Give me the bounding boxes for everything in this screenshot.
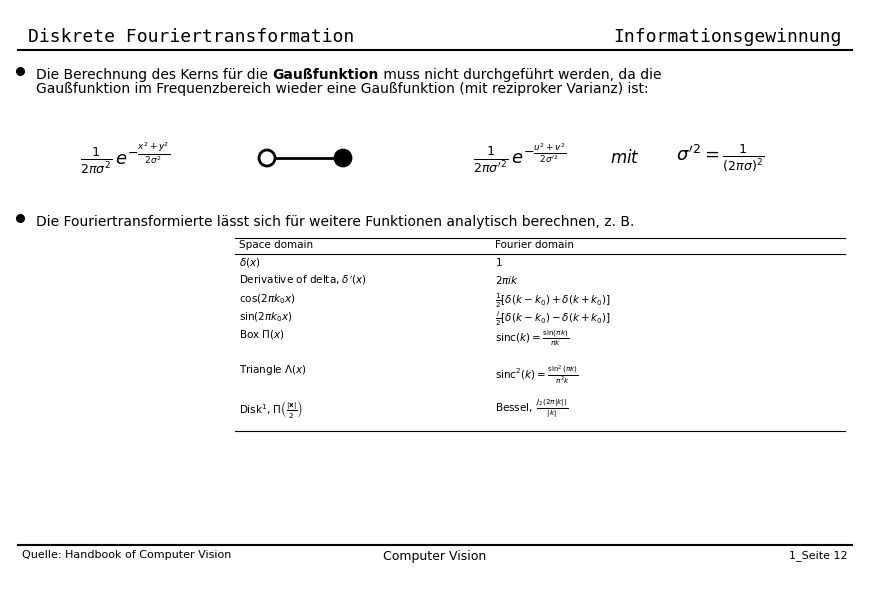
Text: $\frac{1}{2}[\delta(k-k_0) + \delta(k+k_0)]$: $\frac{1}{2}[\delta(k-k_0) + \delta(k+k_… xyxy=(494,292,611,310)
Text: $\mathrm{sinc}^2(k) = \frac{\sin^2(\pi k)}{\pi^2 k}$: $\mathrm{sinc}^2(k) = \frac{\sin^2(\pi k… xyxy=(494,363,578,386)
Text: 1_Seite 12: 1_Seite 12 xyxy=(788,550,847,561)
Text: $\cos(2\pi k_0 x)$: $\cos(2\pi k_0 x)$ xyxy=(239,292,295,305)
Text: $\frac{1}{2\pi\sigma'^2}\, e^{-\frac{u^2+v^2}{2\sigma'^2}}$: $\frac{1}{2\pi\sigma'^2}\, e^{-\frac{u^2… xyxy=(473,141,566,175)
Text: Quelle: Handbook of Computer Vision: Quelle: Handbook of Computer Vision xyxy=(22,550,231,560)
Text: Die Fouriertransformierte lässt sich für weitere Funktionen analytisch berechnen: Die Fouriertransformierte lässt sich für… xyxy=(36,215,634,229)
Text: $\sin(2\pi k_0 x)$: $\sin(2\pi k_0 x)$ xyxy=(239,310,293,323)
Text: $\frac{1}{2\pi\sigma^2}\, e^{-\frac{x^2+y^2}{2\sigma^2}}$: $\frac{1}{2\pi\sigma^2}\, e^{-\frac{x^2+… xyxy=(80,140,169,176)
Text: Die Berechnung des Kerns für die: Die Berechnung des Kerns für die xyxy=(36,68,272,82)
Text: Informationsgewinnung: Informationsgewinnung xyxy=(613,28,841,46)
Text: Space domain: Space domain xyxy=(239,240,313,250)
Text: muss nicht durchgeführt werden, da die: muss nicht durchgeführt werden, da die xyxy=(378,68,660,82)
Text: Box $\Pi(x)$: Box $\Pi(x)$ xyxy=(239,328,285,341)
Text: $\frac{i}{2}[\delta(k-k_0) - \delta(k+k_0)]$: $\frac{i}{2}[\delta(k-k_0) - \delta(k+k_… xyxy=(494,310,611,328)
Text: $2\pi ik$: $2\pi ik$ xyxy=(494,274,519,286)
Text: $\sigma'^2 = \frac{1}{(2\pi\sigma)^2}$: $\sigma'^2 = \frac{1}{(2\pi\sigma)^2}$ xyxy=(675,143,763,173)
Text: Derivative of delta, $\delta'(x)$: Derivative of delta, $\delta'(x)$ xyxy=(239,274,366,287)
Text: $\mathrm{sinc}(k) = \frac{\sin(\pi k)}{\pi k}$: $\mathrm{sinc}(k) = \frac{\sin(\pi k)}{\… xyxy=(494,328,568,348)
Text: Gaußfunktion: Gaußfunktion xyxy=(272,68,378,82)
Text: $\delta(x)$: $\delta(x)$ xyxy=(239,256,261,269)
Text: $\mathrm{Bessel},\; \frac{J_2(2\pi|k|)}{|k|}$: $\mathrm{Bessel},\; \frac{J_2(2\pi|k|)}{… xyxy=(494,398,567,421)
Text: Computer Vision: Computer Vision xyxy=(383,550,486,563)
Text: Fourier domain: Fourier domain xyxy=(494,240,574,250)
Text: Triangle $\Lambda(x)$: Triangle $\Lambda(x)$ xyxy=(239,363,307,377)
Text: $1$: $1$ xyxy=(494,256,502,268)
Text: Gaußfunktion im Frequenzbereich wieder eine Gaußfunktion (mit reziproker Varianz: Gaußfunktion im Frequenzbereich wieder e… xyxy=(36,82,648,96)
Text: Disk$^1$, $\Pi\left(\frac{|\mathbf{x}|}{2}\right)$: Disk$^1$, $\Pi\left(\frac{|\mathbf{x}|}{… xyxy=(239,398,303,420)
Text: $mit$: $mit$ xyxy=(609,149,639,167)
Text: Diskrete Fouriertransformation: Diskrete Fouriertransformation xyxy=(28,28,354,46)
Circle shape xyxy=(335,150,350,166)
